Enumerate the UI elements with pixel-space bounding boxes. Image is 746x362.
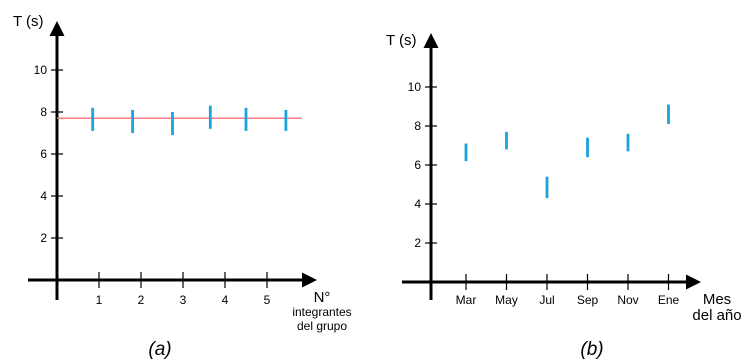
chart-b: T (s) Mes del año 2 4 6 8 10 Mar May Jul Sep Nov… <box>386 32 742 360</box>
chart-b-caption: (b) <box>580 339 603 360</box>
chart-b-x-tick-label: Sep <box>577 293 599 307</box>
chart-b-x-tick-label: May <box>495 293 518 307</box>
chart-a-caption: (a) <box>148 339 171 360</box>
chart-b-y-tick-label: 8 <box>414 119 421 133</box>
chart-a-x-axis-label-line1: N° <box>314 289 331 306</box>
chart-a-x-tick-label: 3 <box>180 293 187 307</box>
chart-b-y-tick-label: 6 <box>414 158 421 172</box>
chart-b-y-axis-label: T (s) <box>386 32 417 49</box>
chart-a-x-axis-label-line3: del grupo <box>297 319 347 333</box>
chart-b-y-tick-label: 10 <box>408 80 422 94</box>
chart-b-x-axis-label-line1: Mes <box>703 291 731 308</box>
chart-a-x-tick-label: 4 <box>222 293 229 307</box>
chart-b-y-tick-label: 2 <box>414 236 421 250</box>
chart-b-x-tick-label: Ene <box>658 293 680 307</box>
chart-a-x-axis-label-line2: integrantes <box>292 305 351 319</box>
chart-a-y-tick-label: 2 <box>40 231 47 245</box>
chart-a-x-tick-label: 2 <box>138 293 145 307</box>
chart-b-x-tick-label: Nov <box>617 293 638 307</box>
chart-b-y-tick-label: 4 <box>414 197 421 211</box>
chart-a-y-tick-label: 4 <box>40 189 47 203</box>
chart-b-x-axis-label-line2: del año <box>692 307 741 324</box>
chart-b-x-tick-label: Jul <box>539 293 554 307</box>
chart-a-y-axis-label: T (s) <box>13 13 44 30</box>
chart-a-y-tick-label: 6 <box>40 147 47 161</box>
chart-a-y-tick-label: 8 <box>40 105 47 119</box>
chart-a-x-tick-label: 1 <box>96 293 103 307</box>
chart-a-x-tick-label: 5 <box>264 293 271 307</box>
chart-b-x-tick-label: Mar <box>456 293 477 307</box>
chart-a-y-tick-label: 10 <box>34 63 48 77</box>
